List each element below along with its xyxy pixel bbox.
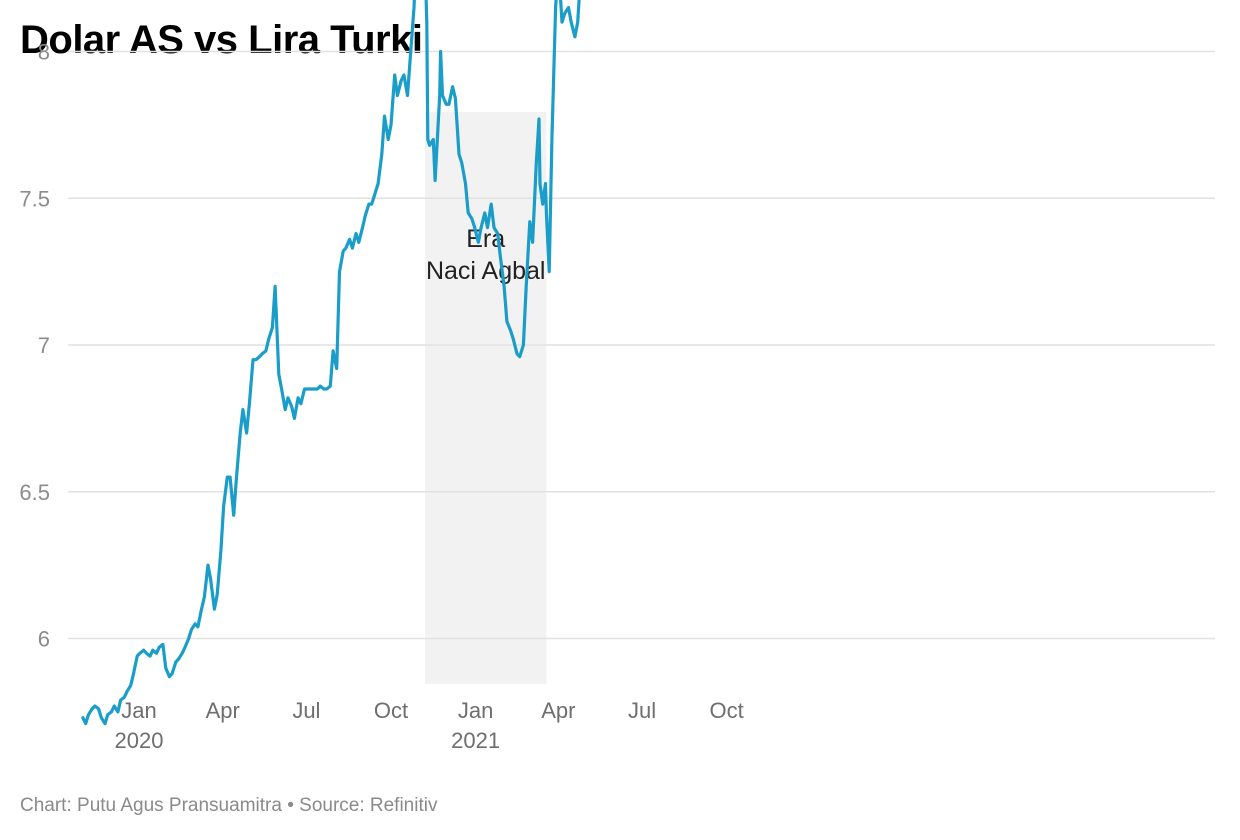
chart-title: Dolar AS vs Lira Turki xyxy=(20,18,423,62)
y-tick-label: 6 xyxy=(38,627,50,652)
x-tick-label: Oct xyxy=(710,698,744,723)
y-tick-label: 6.5 xyxy=(19,480,50,505)
x-tick-label: Apr xyxy=(541,698,575,723)
gridlines xyxy=(68,50,1215,640)
series-line-usd-try xyxy=(81,0,581,726)
y-tick-label: 7 xyxy=(38,333,50,358)
x-tick-label: Apr xyxy=(206,698,240,723)
x-tick-label: Jan xyxy=(121,698,156,723)
y-tick-label: 8 xyxy=(38,40,50,65)
x-tick-year-label: 2021 xyxy=(451,728,500,753)
y-tick-label: 7.5 xyxy=(19,186,50,211)
x-tick-label: Jan xyxy=(458,698,493,723)
footer-credit: Chart: Putu Agus Pransuamitra xyxy=(20,795,282,816)
y-axis: 66.577.588.599.5 xyxy=(19,40,50,652)
footer-separator: • xyxy=(281,795,300,816)
x-tick-label: Oct xyxy=(374,698,408,723)
footer-source: Source: Refinitiv xyxy=(299,795,438,816)
x-axis: Jan 2020 Apr Jul Oct Jan 2021 Apr Jul Oct xyxy=(115,698,744,753)
x-tick-label: Jul xyxy=(628,698,656,723)
x-tick-label: Jul xyxy=(292,698,320,723)
chart-footer: Chart: Putu Agus Pransuamitra • Source: … xyxy=(20,795,437,817)
era-highlight-band xyxy=(425,112,547,684)
x-tick-year-label: 2020 xyxy=(115,728,164,753)
